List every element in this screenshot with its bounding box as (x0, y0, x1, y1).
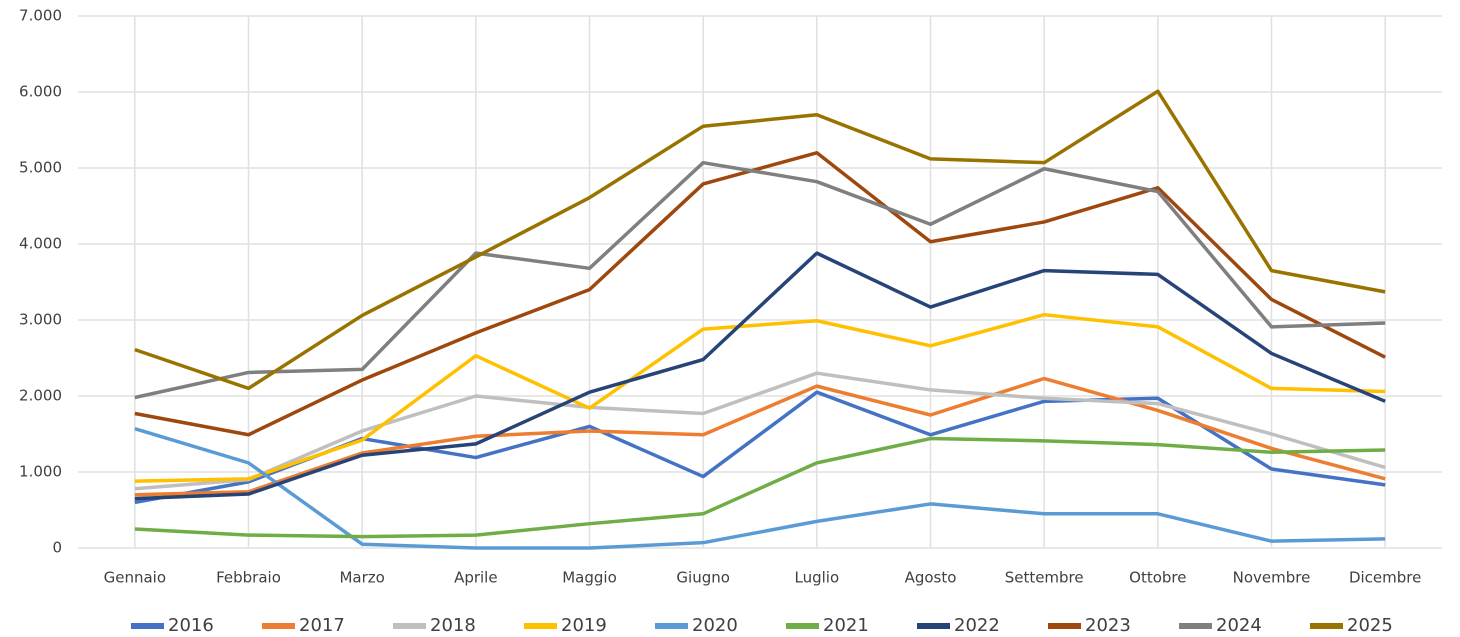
series-line (134, 251, 1386, 501)
legend-label: 2022 (954, 615, 1000, 636)
series-line (134, 89, 1386, 391)
legend-label: 2020 (692, 615, 738, 636)
series-line (134, 427, 1386, 550)
legend-label: 2025 (1347, 615, 1393, 636)
x-tick-label: Aprile (454, 569, 498, 587)
y-tick-label: 7.000 (19, 7, 62, 25)
legend-label: 2019 (561, 615, 607, 636)
legend-label: 2016 (168, 615, 214, 636)
y-tick-label: 3.000 (19, 311, 62, 329)
x-tick-label: Ottobre (1129, 569, 1186, 587)
x-tick-label: Dicembre (1349, 569, 1421, 587)
series-line (134, 436, 1386, 539)
x-tick-label: Agosto (905, 569, 957, 587)
legend-label: 2024 (1216, 615, 1262, 636)
series-line (134, 376, 1386, 497)
legend-label: 2023 (1085, 615, 1131, 636)
x-tick-label: Luglio (795, 569, 840, 587)
legend-label: 2021 (823, 615, 869, 636)
series-line (134, 312, 1386, 483)
x-tick-label: Marzo (339, 569, 384, 587)
x-tick-label: Settembre (1005, 569, 1084, 587)
y-tick-label: 1.000 (19, 463, 62, 481)
x-tick-label: Maggio (562, 569, 617, 587)
y-tick-label: 4.000 (19, 235, 62, 253)
x-tick-label: Febbraio (216, 569, 281, 587)
x-tick-label: Novembre (1233, 569, 1311, 587)
y-tick-label: 5.000 (19, 159, 62, 177)
x-tick-label: Gennaio (104, 569, 166, 587)
series-line (134, 160, 1386, 400)
y-tick-label: 2.000 (19, 387, 62, 405)
legend-label: 2018 (430, 615, 476, 636)
legend-label: 2017 (299, 615, 345, 636)
y-tick-label: 6.000 (19, 83, 62, 101)
x-tick-label: Giugno (676, 569, 730, 587)
y-tick-label: 0 (52, 539, 62, 557)
series-line (134, 371, 1386, 491)
series-line (134, 151, 1386, 437)
